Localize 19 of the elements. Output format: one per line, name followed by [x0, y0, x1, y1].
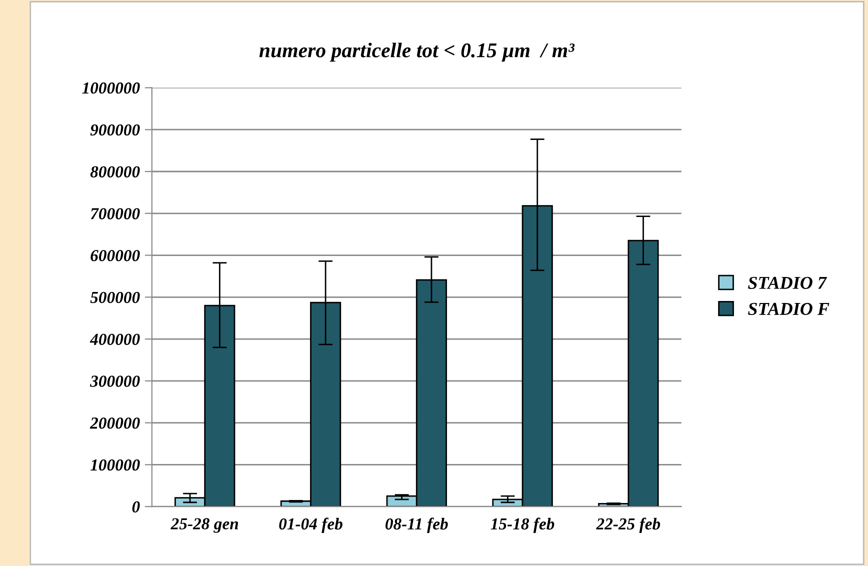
- x-tick-label: 08-11 feb: [386, 518, 448, 533]
- y-tick-label: 200000: [90, 418, 140, 429]
- y-tick-label: 500000: [90, 292, 140, 304]
- x-tick-label: 01-04 feb: [279, 518, 342, 533]
- x-tick-label: 15-18 feb: [490, 518, 554, 533]
- y-tick-label: 0: [132, 501, 140, 513]
- legend-label: STADIO F: [748, 302, 830, 316]
- legend-label: STADIO 7: [748, 276, 828, 289]
- x-tick-label: 22-25 feb: [596, 518, 660, 533]
- y-tick-label: 1000000: [82, 82, 140, 94]
- chart-title: numero particelle tot < 0.15 µm / m³: [259, 42, 575, 62]
- y-tick-label: 300000: [90, 376, 140, 387]
- y-tick-label: 700000: [90, 208, 140, 220]
- y-tick-label: 800000: [90, 166, 140, 178]
- y-tick-label: 600000: [90, 250, 140, 262]
- y-tick-label: 900000: [90, 124, 140, 136]
- y-tick-label: 100000: [90, 459, 140, 471]
- x-tick-label: 25-28 gen: [170, 518, 238, 533]
- y-tick-label: 400000: [90, 334, 140, 345]
